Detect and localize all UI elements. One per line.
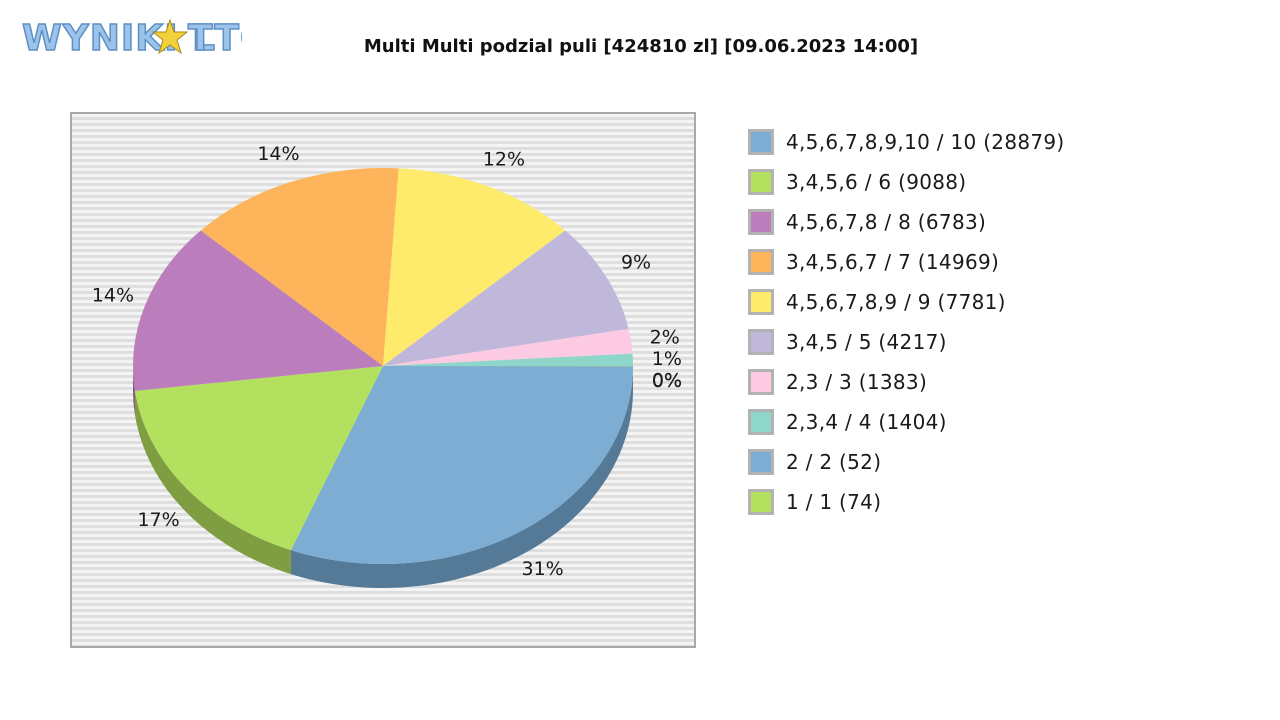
- legend-item: 1 / 1 (74): [748, 482, 1065, 522]
- chart-title: Multi Multi podzial puli [424810 zl] [09…: [363, 36, 919, 57]
- pie-slice-side: [134, 390, 291, 575]
- slice-percent-label: 14%: [92, 285, 134, 307]
- legend-item: 3,4,5,6 / 6 (9088): [748, 162, 1065, 202]
- slice-percent-label: 9%: [621, 251, 651, 273]
- chart-legend: 4,5,6,7,8,9,10 / 10 (28879) 3,4,5,6 / 6 (…: [748, 122, 1065, 522]
- pie-slice-side: [290, 366, 633, 589]
- legend-label: 3,4,5,6 / 6 (9088): [786, 170, 967, 194]
- legend-swatch: [748, 369, 774, 395]
- svg-text:TTO: TTO: [188, 18, 242, 59]
- wyniki-lotto-logo: WYNIKI L TTO: [22, 17, 242, 60]
- legend-swatch: [748, 169, 774, 195]
- legend-swatch: [748, 409, 774, 435]
- legend-swatch: [748, 449, 774, 475]
- legend-label: 3,4,5 / 5 (4217): [786, 330, 947, 354]
- slice-percent-label: 17%: [137, 509, 179, 531]
- slice-percent-label: 31%: [522, 558, 564, 580]
- pie-slice: [383, 230, 629, 366]
- legend-item: 2,3,4 / 4 (1404): [748, 402, 1065, 442]
- legend-swatch: [748, 289, 774, 315]
- pie-slice: [383, 366, 633, 367]
- legend-swatch: [748, 129, 774, 155]
- legend-item: 4,5,6,7,8 / 8 (6783): [748, 202, 1065, 242]
- legend-item: 3,4,5,6,7 / 7 (14969): [748, 242, 1065, 282]
- legend-label: 4,5,6,7,8,9 / 9 (7781): [786, 290, 1006, 314]
- pie-slice: [134, 366, 383, 551]
- slice-percent-label: 12%: [483, 149, 525, 171]
- slice-percent-label: 2%: [650, 326, 680, 348]
- legend-item: 2 / 2 (52): [748, 442, 1065, 482]
- legend-label: 2,3 / 3 (1383): [786, 370, 928, 394]
- slice-percent-label: 0%: [652, 370, 682, 392]
- pie-slice: [200, 168, 399, 366]
- legend-label: 2 / 2 (52): [786, 450, 882, 474]
- pie-slice: [383, 168, 566, 366]
- star-icon: [151, 18, 189, 55]
- pie-slice: [290, 366, 633, 564]
- legend-item: 3,4,5 / 5 (4217): [748, 322, 1065, 362]
- legend-label: 4,5,6,7,8 / 8 (6783): [786, 210, 987, 234]
- slice-percent-label: 1%: [652, 348, 682, 370]
- legend-swatch: [748, 329, 774, 355]
- legend-item: 4,5,6,7,8,9 / 9 (7781): [748, 282, 1065, 322]
- pie-slice: [383, 328, 633, 366]
- legend-label: 2,3,4 / 4 (1404): [786, 410, 947, 434]
- legend-item: 4,5,6,7,8,9,10 / 10 (28879): [748, 122, 1065, 162]
- legend-label: 3,4,5,6,7 / 7 (14969): [786, 250, 1000, 274]
- legend-label: 1 / 1 (74): [786, 490, 882, 514]
- slice-percent-label: 14%: [257, 143, 299, 165]
- legend-label: 4,5,6,7,8,9,10 / 10 (28879): [786, 130, 1065, 154]
- legend-swatch: [748, 489, 774, 515]
- pie-slice-side: [133, 366, 135, 415]
- pie-slice: [383, 353, 633, 366]
- legend-swatch: [748, 249, 774, 275]
- legend-swatch: [748, 209, 774, 235]
- pie-slice: [133, 230, 383, 391]
- legend-item: 2,3 / 3 (1383): [748, 362, 1065, 402]
- svg-text:WYNIKI L: WYNIKI L: [22, 18, 216, 59]
- slice-percent-label: 0%: [652, 370, 682, 392]
